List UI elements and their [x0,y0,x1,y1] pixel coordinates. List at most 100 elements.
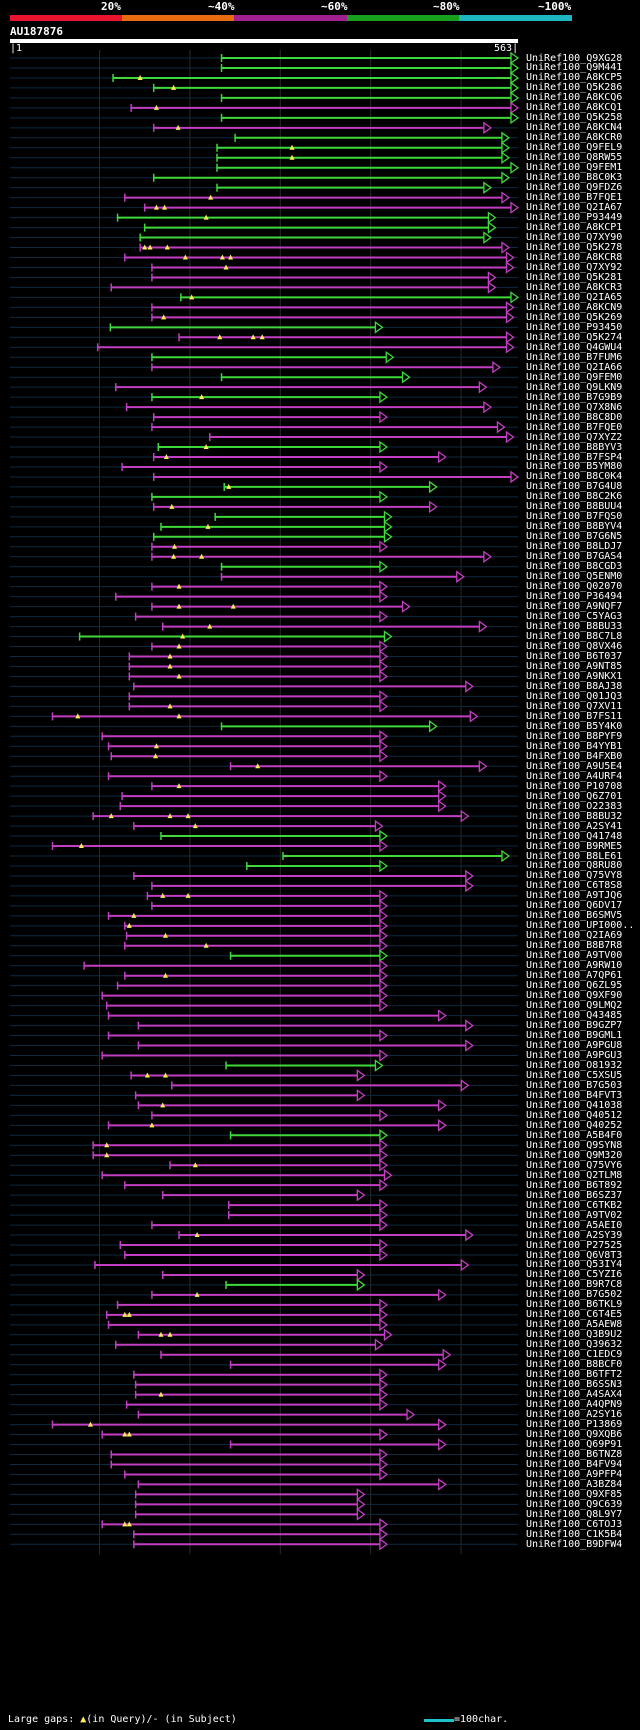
hit-label[interactable]: UniRef100_B8BCF0 [526,1359,623,1371]
hit-label[interactable]: UniRef100_B8C7L8 [526,631,623,643]
hit-label[interactable]: UniRef100_A5AEW8 [526,1319,623,1331]
hit-label[interactable]: UniRef100_Q43485 [526,1010,623,1022]
hit-label[interactable]: UniRef100_Q5K278 [526,242,623,254]
hit-label[interactable]: UniRef100_B6TFT2 [526,1369,623,1381]
hit-label[interactable]: UniRef100_Q75VY8 [526,870,623,882]
hit-label[interactable]: UniRef100_C1EDC9 [526,1349,623,1361]
hit-label[interactable]: UniRef100_Q7X8N6 [526,401,623,413]
hit-label[interactable]: UniRef100_Q7XY92 [526,261,623,273]
hit-label[interactable]: UniRef100_B9R7C8 [526,1279,623,1291]
hit-label[interactable]: UniRef100_B8C8D0 [526,411,623,423]
hit-label[interactable]: UniRef100_P10708 [526,780,623,792]
hit-label[interactable]: UniRef100_B7FQE1 [526,192,623,204]
hit-label[interactable]: UniRef100_A9NT85 [526,660,623,672]
hit-label[interactable]: UniRef100_P36494 [526,591,623,603]
hit-label[interactable]: UniRef100_B6T892 [526,1179,623,1191]
hit-label[interactable]: UniRef100_B8B7R8 [526,940,623,952]
hit-label[interactable]: UniRef100_C5YAG3 [526,611,623,623]
hit-label[interactable]: UniRef100_A8KCP5 [526,72,623,84]
hit-label[interactable]: UniRef100_A8KCQ6 [526,92,623,104]
hit-label[interactable]: UniRef100_B8C0K4 [526,471,623,483]
hit-label[interactable]: UniRef100_B7G502 [526,1289,623,1301]
hit-label[interactable]: UniRef100_C6TOJ3 [526,1518,623,1530]
hit-label[interactable]: UniRef100_A8KCP1 [526,222,623,234]
hit-label[interactable]: UniRef100_Q7XY90 [526,232,623,244]
hit-label[interactable]: UniRef100_A9NQF7 [526,601,623,613]
hit-label[interactable]: UniRef100_B8BU33 [526,621,623,633]
hit-label[interactable]: UniRef100_Q40252 [526,1119,623,1131]
hit-label[interactable]: UniRef100_A5AEI0 [526,1219,623,1231]
hit-label[interactable]: UniRef100_O22383 [526,800,623,812]
hit-label[interactable]: UniRef100_Q5ENM0 [526,571,623,583]
hit-label[interactable]: UniRef100_Q01JQ3 [526,690,623,702]
hit-label[interactable]: UniRef100_Q4GWU4 [526,341,623,353]
hit-label[interactable]: UniRef100_B7FS11 [526,710,623,722]
hit-label[interactable]: UniRef100_A7QP61 [526,970,623,982]
hit-label[interactable]: UniRef100_Q2IA67 [526,202,623,214]
hit-label[interactable]: UniRef100_A9RW10 [526,960,623,972]
hit-label[interactable]: UniRef100_B7G4U8 [526,481,623,493]
hit-label[interactable]: UniRef100_B6SMV5 [526,910,623,922]
hit-label[interactable]: UniRef100_Q5K281 [526,271,623,283]
hit-label[interactable]: UniRef100_Q6V8T3 [526,1249,623,1261]
hit-label[interactable]: UniRef100_Q9M320 [526,1149,623,1161]
hit-label[interactable]: UniRef100_B4YYB1 [526,740,623,752]
hit-label[interactable]: UniRef100_A9NKX1 [526,670,623,682]
hit-label[interactable]: UniRef100_B8BYV4 [526,521,623,533]
hit-label[interactable]: UniRef100_Q9FEM0 [526,371,623,383]
hit-label[interactable]: UniRef100_Q8RU80 [526,860,623,872]
hit-label[interactable]: UniRef100_A2SY39 [526,1229,623,1241]
hit-label[interactable]: UniRef100_C6T8S8 [526,880,623,892]
hit-label[interactable]: UniRef100_A9PFP4 [526,1468,623,1480]
hit-label[interactable]: UniRef100_Q5K274 [526,331,623,343]
hit-label[interactable]: UniRef100_Q3B9U2 [526,1329,623,1341]
hit-label[interactable]: UniRef100_UPI000.. [526,920,635,932]
hit-label[interactable]: UniRef100_A9U5E4 [526,760,623,772]
hit-label[interactable]: UniRef100_Q5K286 [526,82,623,94]
hit-label[interactable]: UniRef100_A4SAX4 [526,1389,623,1401]
hit-label[interactable]: UniRef100_A8KCN9 [526,301,623,313]
hit-label[interactable]: UniRef100_Q9XF90 [526,990,623,1002]
hit-label[interactable]: UniRef100_A2SY41 [526,820,623,832]
hit-label[interactable]: UniRef100_Q5K269 [526,311,623,323]
hit-label[interactable]: UniRef100_A8KCN4 [526,122,623,134]
hit-label[interactable]: UniRef100_A9TJQ6 [526,890,623,902]
hit-label[interactable]: UniRef100_C1K5B4 [526,1528,623,1540]
hit-label[interactable]: UniRef100_A9TV00 [526,950,623,962]
hit-label[interactable]: UniRef100_B7GAS4 [526,551,623,563]
hit-label[interactable]: UniRef100_B8CGD3 [526,561,623,573]
hit-label[interactable]: UniRef100_P93449 [526,212,623,224]
hit-label[interactable]: UniRef100_C5XSU5 [526,1069,623,1081]
hit-label[interactable]: UniRef100_Q9FEM1 [526,162,623,174]
hit-label[interactable]: UniRef100_B6TNZ8 [526,1449,623,1460]
hit-label[interactable]: UniRef100_A3BZ84 [526,1478,623,1490]
hit-label[interactable]: UniRef100_B5Y4K0 [526,720,623,732]
hit-label[interactable]: UniRef100_B6SSN3 [526,1379,623,1391]
hit-label[interactable]: UniRef100_B9GZP7 [526,1020,623,1032]
hit-label[interactable]: UniRef100_B4FVT3 [526,1089,623,1101]
hit-label[interactable]: UniRef100_Q9XF85 [526,1488,623,1500]
hit-label[interactable]: UniRef100_Q39632 [526,1339,623,1351]
hit-label[interactable]: UniRef100_Q41038 [526,1099,623,1111]
hit-label[interactable]: UniRef100_A9TV02 [526,1209,623,1221]
hit-label[interactable]: UniRef100_B8BU32 [526,810,623,822]
hit-label[interactable]: UniRef100_B8LE61 [526,850,623,862]
hit-label[interactable]: UniRef100_Q6ZL95 [526,980,623,992]
hit-label[interactable]: UniRef100_A5B4F0 [526,1129,623,1141]
hit-label[interactable]: UniRef100_B9DFW4 [526,1538,623,1550]
hit-label[interactable]: UniRef100_Q5K258 [526,112,623,124]
hit-label[interactable]: UniRef100_B6TKL9 [526,1299,623,1311]
hit-label[interactable]: UniRef100_Q9FEL9 [526,142,623,154]
hit-label[interactable]: UniRef100_B8C0K3 [526,172,623,184]
hit-label[interactable]: UniRef100_A2SY16 [526,1409,623,1421]
hit-label[interactable]: UniRef100_Q8L9Y7 [526,1508,623,1520]
hit-label[interactable]: UniRef100_B7FUM6 [526,351,623,363]
hit-label[interactable]: UniRef100_B4FXB0 [526,750,623,762]
hit-label[interactable]: UniRef100_Q40512 [526,1109,623,1121]
hit-label[interactable]: UniRef100_B5YM80 [526,461,623,473]
hit-label[interactable]: UniRef100_A8KCR3 [526,281,623,293]
hit-label[interactable]: UniRef100_B9GML1 [526,1030,623,1042]
hit-label[interactable]: UniRef100_A8KCR0 [526,132,623,144]
hit-label[interactable]: UniRef100_Q9XQB6 [526,1429,623,1441]
hit-label[interactable]: UniRef100_A4URF4 [526,770,623,782]
